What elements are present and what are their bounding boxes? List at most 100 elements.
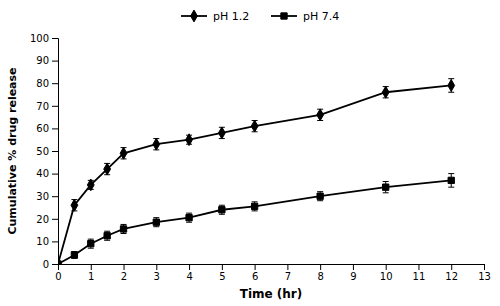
error-bar-cap bbox=[104, 240, 110, 241]
error-bar bbox=[317, 192, 323, 201]
error-bar-cap bbox=[252, 210, 258, 211]
x-tick-mark bbox=[156, 264, 157, 270]
y-axis: 0102030405060708090100 bbox=[30, 33, 59, 270]
marks bbox=[58, 79, 455, 264]
point bbox=[104, 233, 110, 239]
y-tick-mark bbox=[52, 61, 58, 62]
y-tick-label: 50 bbox=[36, 146, 49, 157]
error-bar-cap bbox=[252, 201, 258, 202]
point bbox=[448, 177, 454, 183]
y-tick-label: 40 bbox=[36, 168, 49, 179]
x-tick-mark bbox=[91, 264, 92, 270]
x-axis-title: Time (hr) bbox=[240, 287, 303, 301]
x-tick-label: 7 bbox=[285, 271, 291, 282]
y-tick-mark bbox=[52, 264, 58, 265]
point bbox=[251, 120, 258, 132]
x-tick-label: 10 bbox=[380, 271, 393, 282]
x-axis-line bbox=[59, 265, 485, 271]
point bbox=[104, 163, 111, 175]
legend: pH 1.2 pH 7.4 bbox=[181, 10, 339, 23]
y-tick-label: 0 bbox=[43, 259, 49, 270]
error-bar-cap bbox=[448, 187, 454, 188]
error-bar-cap bbox=[383, 181, 389, 182]
x-tick-mark bbox=[255, 264, 256, 270]
y-axis-title: Cumulative % drug release bbox=[6, 67, 19, 234]
y-tick-label: 60 bbox=[36, 123, 49, 134]
x-tick: 1 bbox=[88, 264, 94, 282]
y-tick: 30 bbox=[36, 191, 58, 202]
point bbox=[120, 226, 126, 232]
point bbox=[218, 127, 225, 139]
x-tick-label: 1 bbox=[88, 271, 94, 282]
point bbox=[382, 86, 389, 98]
series bbox=[58, 79, 455, 264]
x-tick-mark bbox=[189, 264, 190, 270]
point bbox=[71, 252, 77, 258]
x-tick-mark bbox=[484, 264, 485, 270]
y-tick: 100 bbox=[30, 33, 58, 44]
point bbox=[317, 109, 324, 121]
error-bar bbox=[71, 252, 77, 259]
y-tick: 60 bbox=[36, 123, 58, 134]
error-bar-cap bbox=[88, 248, 94, 249]
error-bar bbox=[448, 174, 454, 188]
y-tick-label: 20 bbox=[36, 214, 49, 225]
series bbox=[58, 174, 454, 264]
legend-label: pH 1.2 bbox=[213, 10, 249, 23]
x-tick-label: 8 bbox=[317, 271, 323, 282]
error-bar bbox=[71, 200, 77, 211]
plot: 0123456789101112130102030405060708090100 bbox=[30, 33, 491, 282]
point bbox=[153, 138, 160, 150]
y-tick-mark bbox=[52, 174, 58, 175]
error-bar bbox=[121, 148, 127, 159]
point bbox=[71, 199, 78, 211]
y-tick: 40 bbox=[36, 168, 58, 179]
legend-item: pH 7.4 bbox=[271, 10, 339, 23]
x-tick-label: 0 bbox=[55, 271, 61, 282]
error-bar bbox=[383, 182, 389, 193]
error-bar-cap bbox=[186, 222, 192, 223]
point bbox=[88, 240, 94, 246]
x-tick-mark bbox=[124, 264, 125, 270]
error-bar-cap bbox=[153, 226, 159, 227]
error-bar bbox=[153, 218, 159, 227]
y-tick: 80 bbox=[36, 78, 58, 89]
x-tick-mark bbox=[287, 264, 288, 270]
error-bar bbox=[252, 202, 258, 211]
x-tick-label: 2 bbox=[121, 271, 127, 282]
point bbox=[383, 184, 389, 190]
error-bar-cap bbox=[186, 213, 192, 214]
legend-item: pH 1.2 bbox=[181, 10, 249, 23]
error-bar bbox=[219, 127, 225, 138]
y-tick: 90 bbox=[36, 55, 58, 66]
x-tick: 11 bbox=[413, 264, 426, 282]
x-tick: 7 bbox=[285, 264, 291, 282]
error-bar bbox=[104, 163, 110, 174]
y-tick-mark bbox=[52, 219, 58, 220]
x-tick-label: 4 bbox=[186, 271, 192, 282]
x-tick-mark bbox=[451, 264, 452, 270]
point bbox=[87, 179, 94, 191]
x-tick-label: 3 bbox=[154, 271, 160, 282]
x-tick: 4 bbox=[186, 264, 192, 282]
x-tick: 5 bbox=[219, 264, 225, 282]
x-tick-label: 13 bbox=[478, 271, 491, 282]
y-tick: 50 bbox=[36, 146, 58, 157]
x-tick-mark bbox=[418, 264, 419, 270]
error-bar-cap bbox=[317, 191, 323, 192]
x-tick: 8 bbox=[317, 264, 323, 282]
error-bar bbox=[186, 213, 192, 222]
point bbox=[58, 261, 61, 264]
point bbox=[317, 193, 323, 199]
error-bar-cap bbox=[219, 214, 225, 215]
y-axis-line bbox=[52, 39, 59, 265]
y-tick-mark bbox=[52, 196, 58, 197]
error-bar bbox=[153, 139, 159, 150]
x-tick-label: 9 bbox=[350, 271, 356, 282]
error-bar-cap bbox=[153, 217, 159, 218]
point bbox=[153, 219, 159, 225]
y-tick-mark bbox=[52, 241, 58, 242]
x-tick-label: 12 bbox=[445, 271, 458, 282]
error-bar-cap bbox=[88, 239, 94, 240]
y-tick: 70 bbox=[36, 101, 58, 112]
